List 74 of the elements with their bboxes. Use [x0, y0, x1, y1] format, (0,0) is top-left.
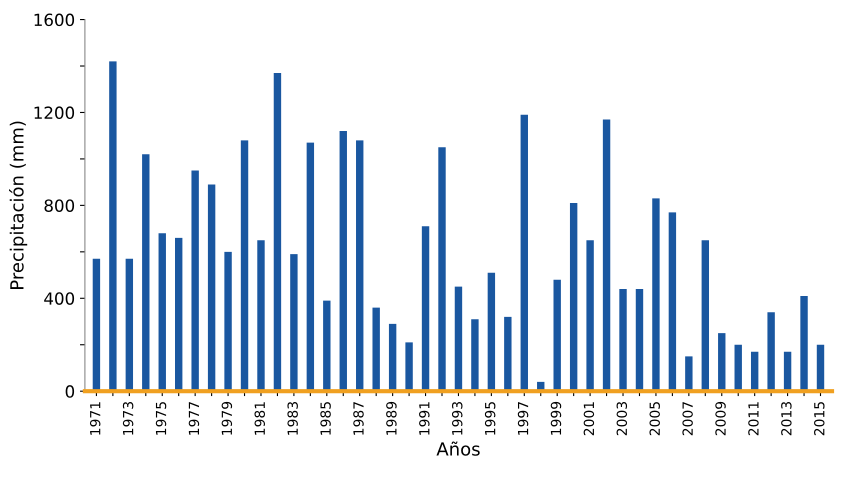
- bar: [685, 356, 693, 392]
- y-tick-label: 1600: [34, 14, 74, 26]
- x-tick-label: 2001: [584, 402, 594, 436]
- y-tick-label: 1200: [34, 106, 74, 120]
- bar: [504, 316, 512, 392]
- bar: [126, 258, 134, 392]
- x-tick-label: 2007: [682, 402, 693, 436]
- y-tick-label: 400: [44, 292, 74, 305]
- bar: [652, 198, 660, 392]
- bar: [520, 114, 528, 392]
- bar: [570, 203, 578, 392]
- x-tick-label: 1983: [287, 402, 298, 435]
- y-tick-label: 800: [44, 199, 74, 212]
- x-tick-label: 1999: [550, 402, 562, 435]
- x-tick-label: 1981: [254, 402, 266, 435]
- bar: [454, 286, 462, 392]
- x-axis-title: Años: [436, 442, 480, 456]
- bar: [109, 61, 117, 392]
- x-tick-label: 1985: [320, 402, 331, 435]
- bar: [438, 147, 446, 392]
- x-tick-label: 2015: [814, 402, 825, 436]
- x-tick-label: 1989: [386, 402, 397, 435]
- bar: [800, 296, 808, 392]
- bar: [767, 312, 775, 392]
- bar: [240, 140, 248, 392]
- bar: [586, 240, 594, 392]
- x-tick-label: 1997: [518, 402, 528, 435]
- bar: [702, 240, 710, 392]
- bar: [553, 280, 561, 392]
- x-tick-label: 1973: [122, 402, 134, 435]
- bar: [208, 184, 216, 392]
- bar: [602, 119, 610, 392]
- bar: [471, 319, 479, 392]
- bar: [290, 254, 298, 392]
- bar: [323, 300, 331, 392]
- bar: [257, 240, 265, 392]
- bar: [422, 226, 430, 392]
- x-tick-label: 1993: [452, 402, 462, 435]
- bar: [816, 344, 824, 392]
- bar: [488, 272, 496, 392]
- x-tick-label: 1975: [156, 402, 166, 435]
- bar: [405, 342, 413, 392]
- bar: [92, 258, 100, 392]
- x-tick-label: 1979: [222, 402, 232, 435]
- bar: [306, 142, 314, 392]
- bar: [619, 289, 627, 392]
- bar: [224, 252, 232, 392]
- x-tick-label: 1995: [484, 402, 496, 435]
- bar: [356, 140, 364, 392]
- x-tick-label: 2011: [748, 402, 759, 436]
- bar: [388, 324, 396, 392]
- x-tick-label: 2003: [616, 402, 628, 436]
- bar: [718, 333, 726, 392]
- bar: [668, 212, 676, 392]
- bar: [158, 233, 166, 392]
- bar: [142, 154, 150, 392]
- x-tick-label: 1971: [90, 402, 100, 435]
- bar: [784, 352, 792, 392]
- bar: [191, 170, 199, 392]
- bar: [175, 238, 182, 392]
- x-tick-label: 1991: [419, 402, 430, 435]
- x-tick-label: 1987: [353, 402, 364, 435]
- x-tick-label: 1977: [188, 402, 200, 435]
- y-tick-label: 0: [66, 385, 74, 398]
- x-tick-label: 2009: [715, 402, 726, 436]
- bar: [734, 344, 742, 392]
- x-tick-label: 2005: [649, 402, 660, 436]
- bar: [274, 72, 282, 392]
- bar: [636, 289, 644, 392]
- bar: [372, 308, 380, 392]
- bar: [750, 352, 758, 392]
- bar: [340, 131, 347, 392]
- y-axis-title: Precipitación (mm): [9, 122, 28, 289]
- x-tick-label: 2013: [781, 402, 792, 436]
